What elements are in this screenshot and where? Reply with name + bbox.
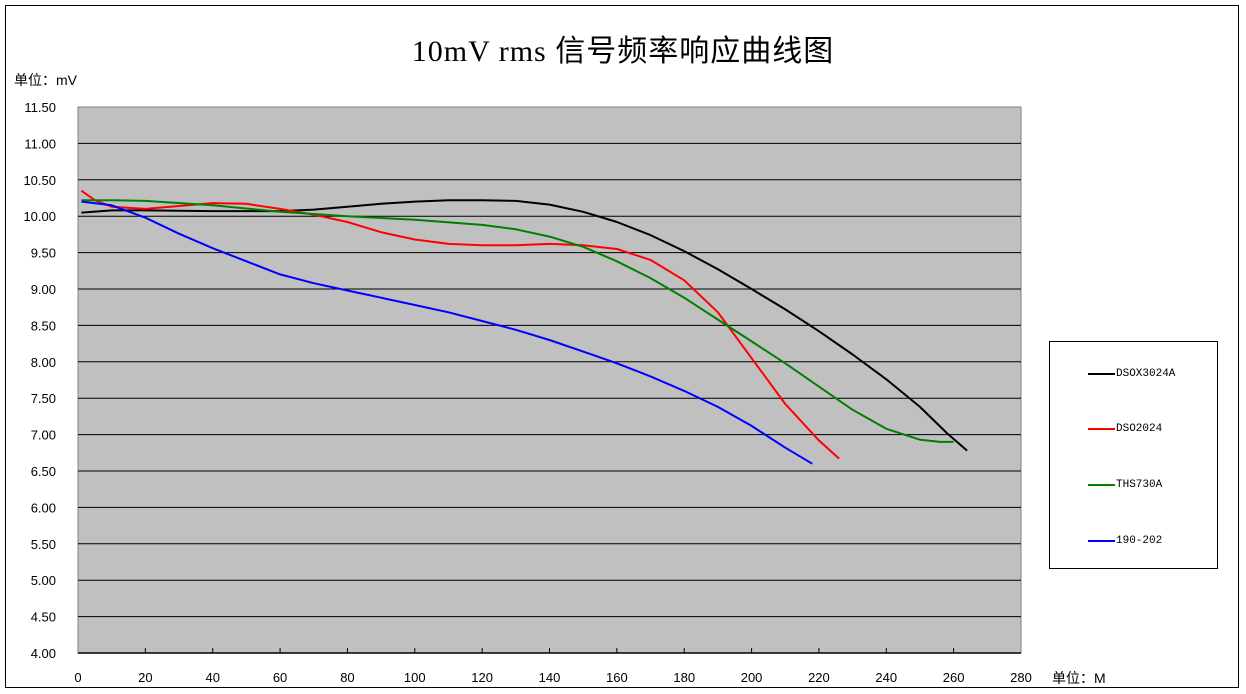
x-tick-label: 20 xyxy=(138,670,152,685)
x-tick-label: 280 xyxy=(1010,670,1032,685)
legend-label: 190-202 xyxy=(1116,535,1163,547)
x-axis-unit-label: 单位：M xyxy=(1052,670,1106,686)
series-line-190-202 xyxy=(81,200,813,465)
data-series xyxy=(80,189,968,465)
plot-background xyxy=(77,106,1022,654)
series-line-dso2024 xyxy=(80,189,840,460)
x-tick-label: 100 xyxy=(404,670,426,685)
x-tick-label: 200 xyxy=(741,670,763,685)
y-tick-label: 10.00 xyxy=(23,209,56,224)
x-tick-label: 240 xyxy=(875,670,897,685)
y-tick-label: 6.00 xyxy=(31,500,56,515)
x-tick-label: 80 xyxy=(340,670,354,685)
legend-item-ths730a: THS730A xyxy=(1088,477,1162,493)
x-tick-label: 60 xyxy=(273,670,287,685)
y-tick-label: 9.50 xyxy=(31,246,56,261)
x-axis-ticks: 0 20 40 60 80 100 120 140 160 180 200 220 240 260 280 xyxy=(74,648,1032,685)
y-axis-ticks: 11.50 11.00 10.50 10.00 9.50 9.00 8.50 8.00 7.50… xyxy=(23,100,56,661)
legend-swatch-icon xyxy=(1088,484,1115,486)
x-tick-label: 40 xyxy=(205,670,219,685)
x-tick-label: 140 xyxy=(539,670,561,685)
x-tick-label: 0 xyxy=(74,670,81,685)
x-tick-label: 180 xyxy=(673,670,695,685)
y-axis-unit-label: 单位：mV xyxy=(14,72,77,88)
y-tick-label: 8.00 xyxy=(31,355,56,370)
y-tick-label: 9.00 xyxy=(31,282,56,297)
legend: DSOX3024A DSO2024 THS730A 190-202 xyxy=(1049,341,1218,569)
y-tick-label: 11.50 xyxy=(24,100,56,115)
x-tick-label: 120 xyxy=(471,670,493,685)
x-tick-label: 160 xyxy=(606,670,628,685)
legend-swatch-icon xyxy=(1088,540,1115,542)
legend-swatch-icon xyxy=(1088,428,1115,430)
legend-label: THS730A xyxy=(1116,479,1163,491)
x-tick-label: 260 xyxy=(943,670,965,685)
chart-title: 10mV rms 信号频率响应曲线图 xyxy=(411,35,835,68)
y-tick-label: 11.00 xyxy=(24,136,56,151)
y-tick-label: 4.00 xyxy=(31,646,56,661)
y-tick-label: 5.00 xyxy=(31,573,56,588)
x-tick-label: 220 xyxy=(808,670,830,685)
y-tick-label: 6.50 xyxy=(31,464,56,479)
legend-label: DSOX3024A xyxy=(1116,368,1176,380)
legend-swatch-icon xyxy=(1088,373,1115,375)
series-line-ths730a xyxy=(81,199,954,443)
y-tick-label: 7.50 xyxy=(31,391,56,406)
legend-item-190-202: 190-202 xyxy=(1088,533,1162,549)
y-tick-label: 8.50 xyxy=(31,318,56,333)
legend-item-dsox3024a: DSOX3024A xyxy=(1088,366,1175,382)
legend-label: DSO2024 xyxy=(1116,423,1163,435)
y-tick-label: 7.00 xyxy=(31,428,56,443)
legend-item-dso2024: DSO2024 xyxy=(1088,421,1162,437)
y-tick-label: 5.50 xyxy=(31,537,56,552)
y-tick-label: 4.50 xyxy=(31,610,56,625)
y-tick-label: 10.50 xyxy=(23,173,56,188)
